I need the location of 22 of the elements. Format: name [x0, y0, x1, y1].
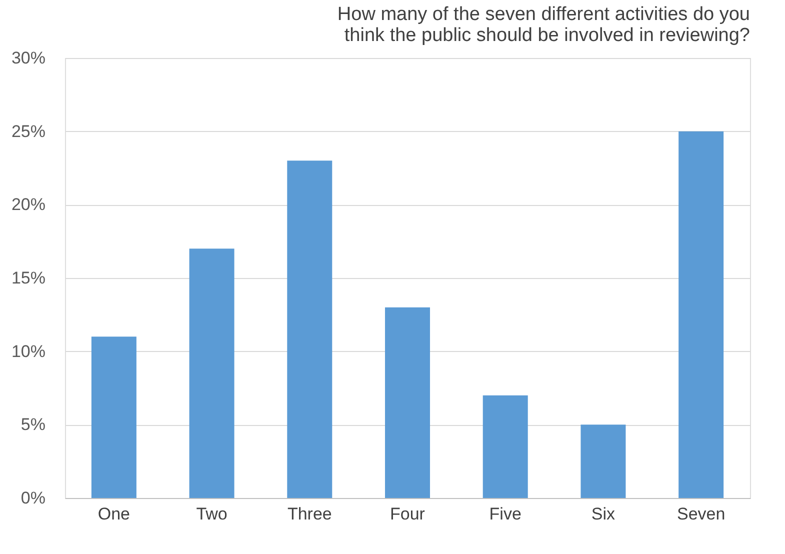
bar	[91, 336, 136, 498]
x-tick-label: Three	[287, 504, 332, 524]
bar	[189, 248, 234, 498]
x-tick-label: Seven	[676, 504, 726, 524]
bar	[580, 424, 626, 498]
y-tick-label: 0%	[20, 488, 46, 508]
bar	[287, 160, 332, 498]
y-tick-label: 20%	[11, 195, 46, 214]
x-tick-label: Four	[390, 504, 426, 524]
x-tick-label: One	[98, 504, 130, 524]
y-tick-label: 10%	[11, 342, 46, 361]
x-tick-label: Five	[489, 504, 522, 524]
y-tick-label: 15%	[11, 268, 46, 288]
bar	[482, 395, 528, 498]
y-tick-label: 30%	[11, 48, 46, 68]
chart-title: How many of the seven different activities do you think the public should be involved in reviewing?	[337, 4, 750, 46]
y-tick-label: 25%	[11, 122, 46, 141]
x-tick-label: Two	[196, 504, 228, 524]
x-tick-label: Six	[591, 504, 616, 524]
bar	[385, 307, 430, 498]
y-tick-label: 5%	[20, 415, 46, 434]
bar	[678, 131, 724, 498]
